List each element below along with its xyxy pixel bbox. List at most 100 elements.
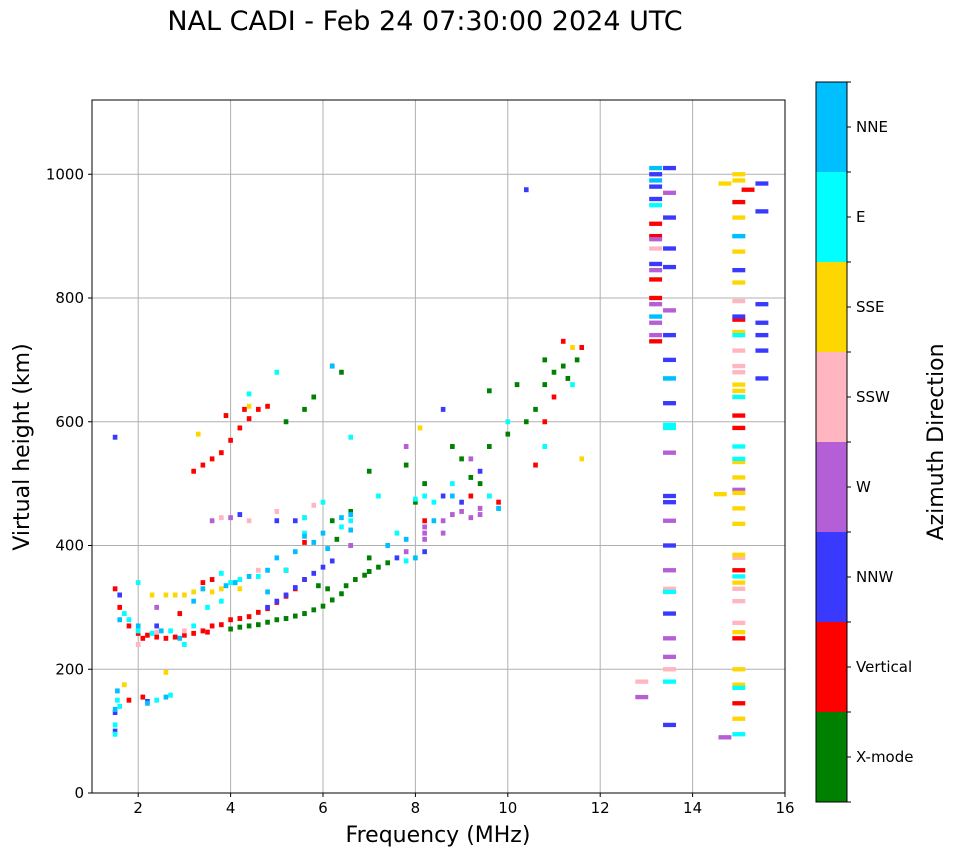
data-point: [440, 530, 446, 536]
data-point: [339, 369, 344, 375]
data-point: [219, 586, 224, 592]
data-point: [283, 616, 289, 621]
data-point: [440, 406, 446, 412]
data-point: [663, 376, 676, 381]
data-point: [200, 586, 206, 592]
colorbar-swatch: [816, 532, 847, 622]
data-point: [649, 237, 663, 242]
data-point: [168, 692, 173, 698]
data-point: [663, 543, 676, 548]
data-point: [154, 629, 159, 635]
data-point: [219, 450, 224, 456]
data-point: [228, 626, 233, 632]
data-point: [663, 586, 676, 591]
data-point: [431, 499, 437, 505]
data-point: [496, 499, 501, 505]
colorbar-label: Azimuth Direction: [924, 343, 949, 540]
data-point: [168, 628, 173, 634]
data-point: [256, 567, 261, 573]
data-point: [329, 363, 335, 369]
data-point: [542, 357, 548, 363]
data-point: [468, 474, 474, 480]
data-point: [560, 363, 566, 369]
data-point: [182, 628, 187, 634]
data-point: [732, 348, 746, 353]
data-point: [228, 617, 233, 623]
data-point: [732, 394, 746, 400]
colorbar-swatch: [816, 172, 847, 262]
data-point: [422, 493, 427, 499]
data-point: [649, 172, 663, 177]
data-point: [339, 515, 344, 521]
data-point: [191, 589, 196, 595]
data-point: [732, 382, 746, 387]
data-point: [135, 630, 141, 636]
data-point: [172, 634, 178, 640]
data-point: [145, 700, 150, 706]
data-point: [422, 524, 427, 530]
data-point: [246, 403, 252, 409]
data-point: [732, 716, 746, 721]
chart-title: NAL CADI - Feb 24 07:30:00 2024 UTC: [167, 6, 683, 37]
data-point: [209, 623, 215, 629]
data-point: [560, 338, 566, 344]
data-point: [302, 533, 307, 539]
data-point: [237, 425, 243, 431]
data-point: [649, 314, 663, 319]
data-point: [649, 267, 663, 273]
data-point: [228, 437, 233, 443]
data-point: [339, 591, 344, 597]
colorbar-swatch: [816, 442, 847, 532]
data-point: [732, 599, 746, 604]
data-point: [649, 320, 663, 325]
colorbar-tick-label: E: [856, 208, 865, 226]
data-point: [663, 493, 676, 499]
data-point: [115, 688, 120, 694]
data-point: [112, 706, 118, 712]
data-point: [533, 406, 538, 412]
data-point: [112, 722, 118, 728]
data-point: [126, 623, 132, 629]
data-point: [649, 295, 663, 301]
data-point: [154, 634, 159, 640]
data-point: [135, 623, 141, 629]
data-point: [732, 298, 746, 304]
data-point: [732, 636, 746, 641]
data-point: [209, 577, 215, 583]
data-point: [200, 628, 206, 634]
data-point: [311, 570, 317, 576]
data-point: [209, 456, 215, 462]
data-point: [348, 543, 354, 548]
data-point: [663, 401, 676, 406]
data-point: [246, 391, 252, 397]
data-point: [256, 406, 261, 412]
data-point: [366, 555, 372, 561]
colorbar-tick-label: SSE: [856, 298, 885, 316]
data-point: [219, 622, 224, 628]
data-point: [649, 277, 663, 282]
data-point: [732, 475, 746, 480]
data-point: [348, 512, 354, 518]
data-point: [422, 549, 427, 555]
data-point: [422, 518, 427, 524]
data-point: [228, 580, 233, 586]
data-point: [376, 493, 381, 499]
data-point: [163, 635, 169, 641]
data-point: [574, 357, 580, 363]
data-point: [459, 456, 464, 462]
data-point: [191, 598, 196, 604]
data-point: [339, 524, 344, 530]
data-point: [635, 694, 649, 700]
data-point: [505, 431, 511, 437]
data-point: [135, 642, 141, 647]
data-point: [265, 589, 270, 595]
series-nnw: [112, 165, 769, 734]
data-point: [649, 221, 663, 226]
data-point: [663, 589, 676, 595]
data-point: [542, 382, 548, 388]
data-point: [579, 456, 585, 462]
data-point: [135, 628, 141, 634]
series-w: [154, 190, 746, 740]
data-point: [477, 505, 483, 511]
data-point: [325, 586, 330, 592]
